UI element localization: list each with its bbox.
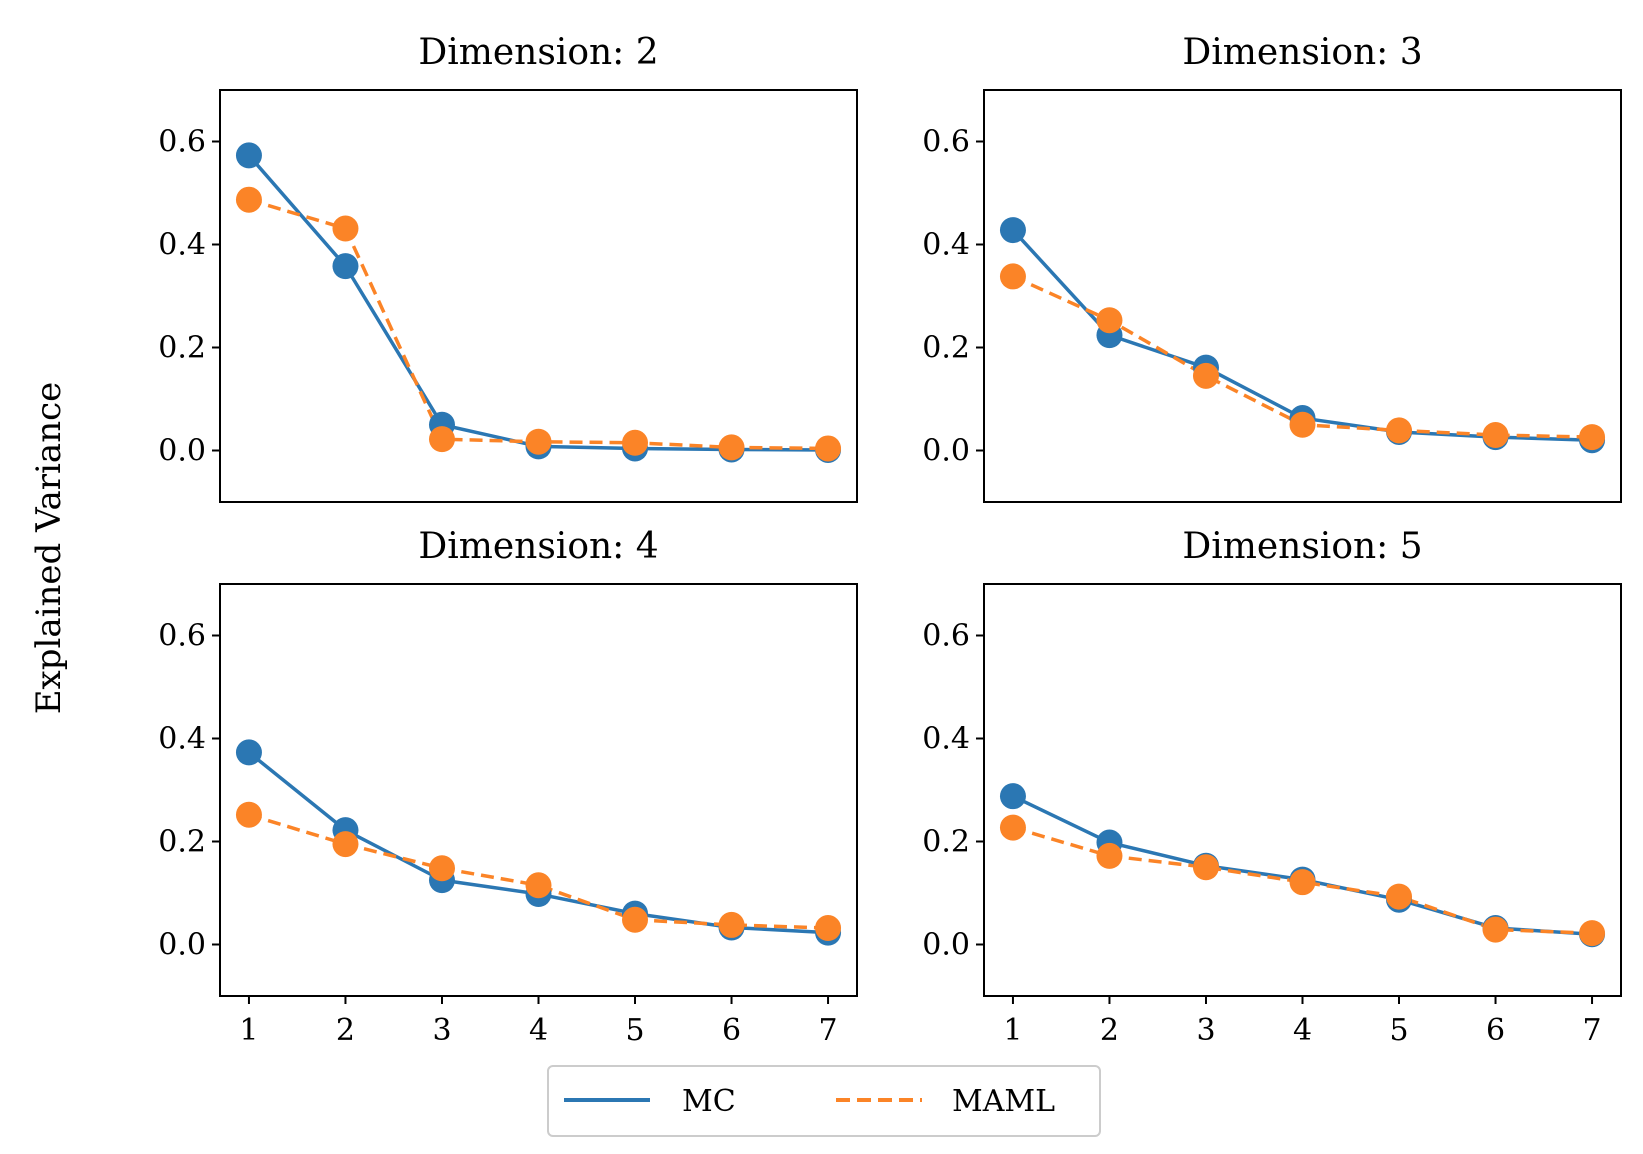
y-tick-label: 0.6 [922, 125, 970, 160]
y-tick-label: 0.6 [158, 619, 206, 654]
data-point-maml [815, 915, 842, 942]
data-point-maml [332, 215, 359, 242]
subplot-grid: Dimension: 2 0.0 0.2 0.4 0.6 Dimension: 3 0.0 0… [158, 32, 1622, 1048]
data-point-maml [332, 831, 359, 858]
data-point-mc [235, 142, 262, 169]
y-tick-label: 0.0 [922, 434, 970, 469]
x-tick-label: 4 [529, 1013, 548, 1048]
data-point-maml [525, 428, 552, 455]
data-point-mc [332, 253, 359, 280]
x-tick-label: 5 [1389, 1013, 1408, 1048]
y-tick-label: 0.4 [158, 228, 206, 263]
x-tick-label: 4 [1293, 1013, 1312, 1048]
data-point-maml [235, 186, 262, 213]
subplot-2: Dimension: 3 0.0 0.2 0.4 0.6 [922, 32, 1622, 503]
x-tick-label: 7 [818, 1013, 837, 1048]
data-point-maml [622, 429, 649, 456]
data-point-maml [1482, 422, 1509, 449]
legend-label-mc: MC [682, 1084, 736, 1119]
axes-frame [983, 89, 1622, 503]
x-tick-label: 3 [1196, 1013, 1215, 1048]
y-tick-label: 0.0 [922, 928, 970, 963]
legend: MC MAML [547, 1065, 1101, 1137]
data-point-maml [1192, 362, 1219, 389]
x-tick-label: 2 [336, 1013, 355, 1048]
data-point-maml [999, 814, 1026, 841]
y-tick-label: 0.0 [158, 434, 206, 469]
y-tick-label: 0.6 [158, 125, 206, 160]
axes-frame [219, 89, 858, 503]
y-axis-label: Explained Variance [29, 382, 69, 715]
y-tick-label: 0.2 [922, 331, 970, 366]
data-point-maml [1289, 869, 1316, 896]
subplot-3: Dimension: 4 0.0 0.2 0.4 0.6 1 2 3 4 5 6 7 [158, 526, 858, 1048]
x-tick-label: 6 [722, 1013, 741, 1048]
data-point-maml [1579, 424, 1606, 451]
x-tick-label: 3 [432, 1013, 451, 1048]
legend-frame [547, 1065, 1101, 1137]
subplot-4: Dimension: 5 0.0 0.2 0.4 0.6 1 2 3 4 5 6 7 [922, 526, 1622, 1048]
data-point-maml [815, 435, 842, 462]
data-point-maml [1096, 307, 1123, 334]
data-point-maml [1386, 883, 1413, 910]
data-point-maml [718, 911, 745, 938]
x-tick-label: 7 [1582, 1013, 1601, 1048]
data-point-maml [235, 801, 262, 828]
y-tick-label: 0.2 [158, 331, 206, 366]
data-point-maml [1192, 854, 1219, 881]
data-point-maml [999, 263, 1026, 290]
y-tick-label: 0.4 [922, 228, 970, 263]
axes-frame [983, 583, 1622, 997]
series-line-mc [247, 154, 829, 452]
data-point-maml [1096, 842, 1123, 869]
subplot-1: Dimension: 2 0.0 0.2 0.4 0.6 [158, 32, 858, 503]
data-point-maml [525, 872, 552, 899]
x-tick-label: 1 [239, 1013, 258, 1048]
subplot-title: Dimension: 4 [418, 526, 658, 567]
y-tick-label: 0.2 [922, 825, 970, 860]
data-point-maml [622, 906, 649, 933]
subplot-title: Dimension: 3 [1182, 32, 1422, 73]
x-tick-label: 1 [1003, 1013, 1022, 1048]
data-point-maml [1579, 920, 1606, 947]
x-tick-label: 5 [625, 1013, 644, 1048]
y-tick-label: 0.6 [922, 619, 970, 654]
y-tick-label: 0.4 [158, 722, 206, 757]
series-line-mc [1012, 794, 1593, 936]
data-point-mc [999, 217, 1026, 244]
y-tick-label: 0.4 [922, 722, 970, 757]
data-point-maml [1386, 417, 1413, 444]
y-tick-label: 0.2 [158, 825, 206, 860]
data-point-maml [1482, 916, 1509, 943]
data-point-mc [235, 739, 262, 766]
data-point-maml [428, 426, 455, 453]
data-point-mc [999, 783, 1026, 810]
data-point-maml [1289, 411, 1316, 438]
data-point-maml [718, 434, 745, 461]
subplot-title: Dimension: 5 [1182, 526, 1422, 567]
legend-label-maml: MAML [952, 1084, 1055, 1119]
y-tick-label: 0.0 [158, 928, 206, 963]
data-point-maml [428, 855, 455, 882]
x-tick-label: 6 [1486, 1013, 1505, 1048]
axes-frame [219, 583, 858, 997]
x-tick-label: 2 [1100, 1013, 1119, 1048]
subplot-title: Dimension: 2 [418, 32, 658, 73]
